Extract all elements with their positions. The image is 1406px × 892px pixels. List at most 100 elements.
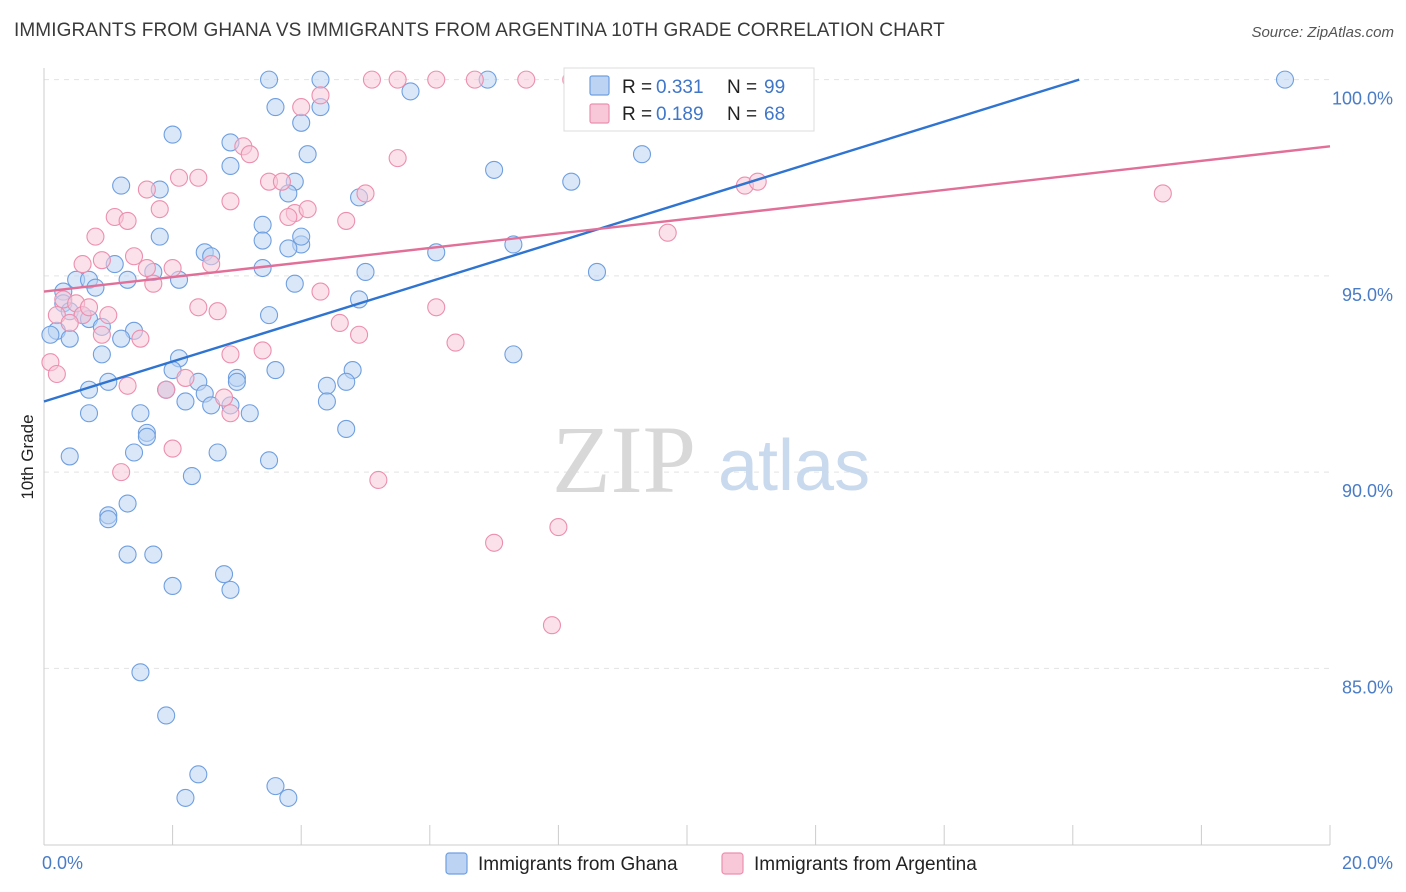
y-tick-labels: 100.0% 95.0% 90.0% 85.0% (1332, 89, 1393, 698)
ghana-point (214, 565, 234, 584)
y-tick-label: 95.0% (1342, 285, 1393, 305)
argentina-point (253, 341, 272, 360)
ghana-point (317, 376, 336, 395)
trend-lines (43, 78, 1331, 403)
ghana-point (157, 706, 176, 725)
ghana-point (266, 361, 285, 380)
argentina-point (99, 306, 118, 325)
legend-swatch-argentina (589, 103, 610, 124)
ghana-point (562, 172, 581, 191)
ghana-point (311, 70, 330, 89)
ghana-point (632, 145, 652, 164)
ghana-point (112, 329, 131, 348)
ghana-point (92, 345, 111, 364)
argentina-point (92, 325, 111, 344)
legend-swatch-ghana-bottom (445, 852, 468, 875)
axes (43, 68, 1331, 846)
argentina-point (337, 211, 356, 230)
argentina-point (356, 184, 375, 203)
argentina-point (208, 302, 227, 321)
chart-title: IMMIGRANTS FROM GHANA VS IMMIGRANTS FROM… (14, 20, 945, 41)
legend-swatch-ghana (589, 75, 610, 96)
y-tick-label: 90.0% (1342, 481, 1393, 501)
argentina-point (465, 70, 484, 89)
y-tick-label: 100.0% (1332, 89, 1393, 109)
argentina-point (86, 227, 105, 246)
chart-source: Source: ZipAtlas.com (1251, 24, 1394, 41)
argentina-point (221, 404, 240, 423)
argentina-point (240, 145, 259, 164)
argentina-point (279, 207, 298, 227)
argentina-point (446, 333, 465, 352)
ghana-point (356, 262, 375, 282)
legend-n-label-ghana: N = (727, 77, 757, 98)
stats-legend: R = 0.331 N = 99 R = 0.189 N = 68 (563, 67, 815, 132)
legend-r-value-argentina: 0.189 (656, 104, 704, 125)
ghana-point (99, 510, 118, 529)
argentina-point (369, 470, 388, 490)
ghana-point (401, 82, 420, 101)
argentina-point (131, 329, 150, 348)
argentina-point (47, 364, 66, 384)
argentina-point (272, 172, 291, 191)
ghana-point (137, 427, 156, 446)
ghana-point (112, 176, 131, 195)
ghana-point (131, 404, 150, 423)
argentina-point (542, 616, 562, 635)
ghana-point (163, 576, 182, 596)
ghana-trend-line (43, 78, 1080, 403)
ghana-point (221, 580, 240, 599)
argentina-point (330, 313, 349, 333)
legend-r-value-ghana: 0.331 (656, 77, 704, 98)
argentina-point (292, 98, 311, 117)
ghana-point (176, 788, 195, 807)
argentina-point (150, 200, 169, 219)
argentina-point (362, 70, 381, 89)
ghana-point (118, 545, 137, 564)
watermark: ZIP atlas (552, 406, 870, 513)
legend-label-argentina: Immigrants from Argentina (754, 854, 977, 875)
ghana-point (41, 325, 60, 344)
x-tick-labels: 0.0% 20.0% (42, 853, 1393, 873)
ghana-point (144, 545, 163, 564)
legend-r-label-ghana: R = (622, 77, 652, 98)
ghana-point (259, 306, 279, 325)
ghana-point (337, 372, 356, 391)
ghana-point (266, 777, 285, 796)
ghana-point (292, 227, 311, 246)
argentina-point (311, 86, 330, 105)
ghana-point (189, 765, 208, 784)
series-legend: Immigrants from Ghana Immigrants from Ar… (445, 852, 977, 875)
argentina-point (92, 251, 111, 270)
argentina-point (137, 258, 156, 278)
legend-swatch-argentina-bottom (721, 852, 744, 875)
ghana-point (587, 262, 607, 282)
ghana-point (60, 447, 79, 466)
argentina-point (202, 255, 221, 274)
legend-n-label-argentina: N = (727, 104, 757, 125)
ghana-point (221, 156, 240, 176)
argentina-point (112, 463, 131, 482)
ghana-point (266, 98, 285, 117)
argentina-point (1153, 184, 1172, 203)
ghana-point (227, 372, 246, 391)
argentina-point (163, 258, 182, 278)
argentina-point (124, 247, 144, 266)
argentina-point (427, 298, 446, 317)
argentina-point (189, 298, 208, 317)
argentina-point (549, 518, 568, 537)
ghana-point (86, 278, 105, 297)
ghana-point (163, 125, 182, 144)
ghana-point (253, 215, 272, 234)
argentina-point (658, 223, 677, 242)
argentina-point (517, 70, 536, 89)
argentina-point (189, 168, 208, 187)
argentina-point (137, 180, 156, 199)
argentina-point (221, 345, 240, 364)
argentina-point (350, 325, 369, 344)
argentina-point (118, 376, 137, 395)
argentina-point (388, 149, 407, 168)
ghana-point (285, 274, 304, 293)
y-axis-label: 10th Grade (18, 414, 37, 499)
